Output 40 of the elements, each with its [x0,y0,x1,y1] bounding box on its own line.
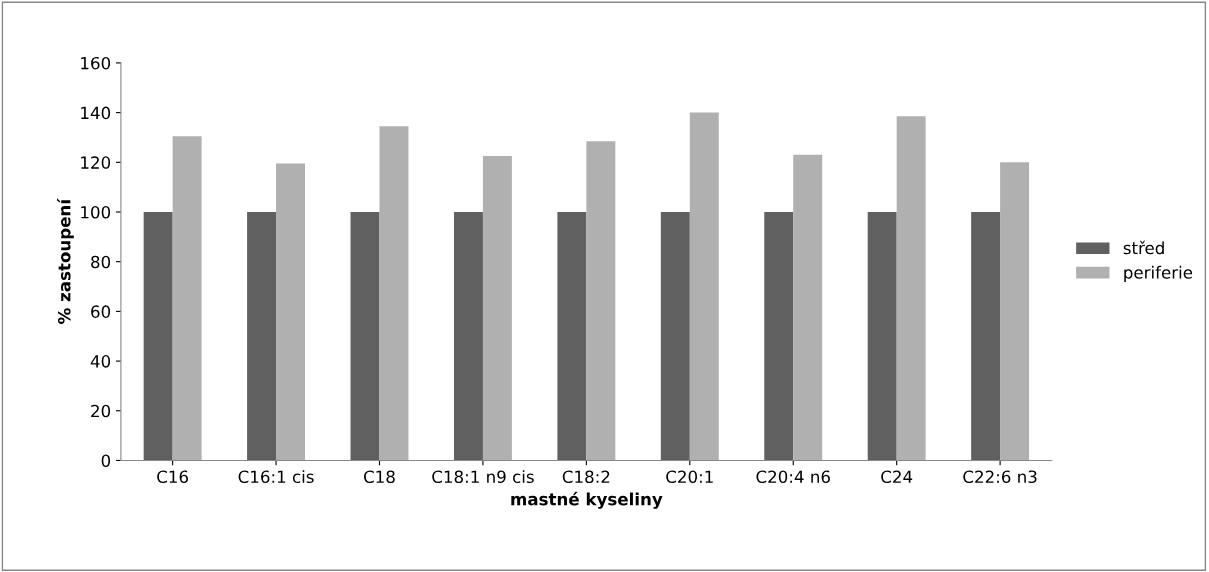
bar [247,212,277,461]
y-tick-label: 140 [81,106,111,120]
bar [764,212,794,461]
bar [586,141,616,461]
x-tick-label: C20:1 [666,470,713,484]
x-tick-label: C22:6 n3 [963,470,1037,484]
y-tick-label: 0 [101,454,111,468]
bar [867,212,897,461]
x-axis-title: mastné kyseliny [511,491,663,509]
bar [557,212,587,461]
bar [453,212,483,461]
y-tick-label: 100 [81,205,111,219]
x-tick-label: C16 [157,470,188,484]
x-tick-label: C18:1 n9 cis [432,470,534,484]
bar [896,116,926,461]
bar [276,163,306,461]
bar [482,156,512,461]
bar [143,212,173,461]
y-tick-label: 60 [91,305,111,318]
x-tick-label: C20:4 n6 [756,470,830,484]
y-tick-label: 20 [91,404,111,418]
x-tick-label: C18:2 [562,470,610,484]
bar [971,212,1001,461]
bar [689,112,719,461]
x-tick-label: C16:1 cis [238,470,314,484]
y-axis-title: % zastoupení [57,198,74,324]
y-tick-label: 80 [91,255,111,269]
bar [793,154,823,461]
bar [660,212,690,461]
y-tick-label: 40 [90,355,111,368]
bar [379,126,409,461]
legend-label: periferie [1124,265,1193,282]
x-tick-label: C24 [881,470,913,484]
bar [350,212,380,461]
bar [1000,162,1030,461]
y-tick-label: 120 [81,156,111,169]
legend-label: střed [1123,240,1164,255]
x-tick-label: C18 [364,470,395,484]
y-tick-label: 160 [81,56,111,70]
bar [172,136,202,461]
